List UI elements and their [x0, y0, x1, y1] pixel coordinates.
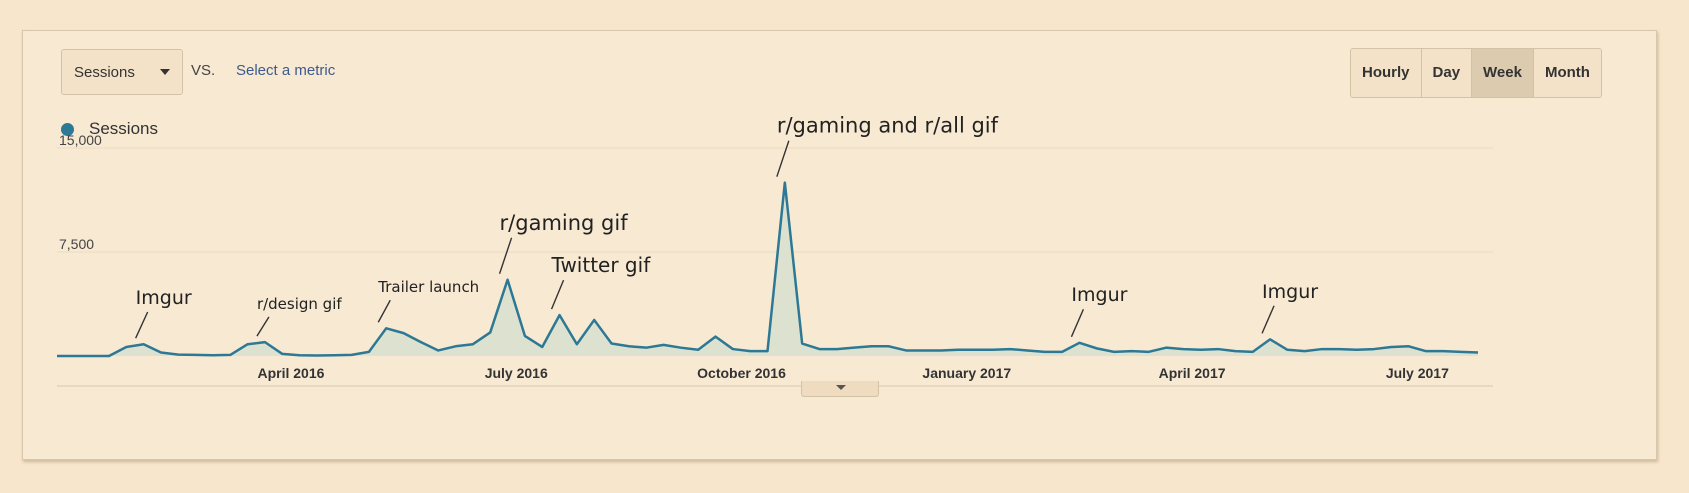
metric-dropdown-label: Sessions	[74, 63, 135, 81]
x-tick-label: October 2016	[697, 365, 786, 381]
y-tick-label: 7,500	[59, 236, 94, 252]
annotation-label: r/gaming gif	[500, 211, 629, 235]
annotation-label: Imgur	[136, 287, 192, 309]
expand-chart-tab[interactable]	[801, 381, 879, 397]
range-hourly-button[interactable]: Hourly	[1351, 49, 1422, 97]
chevron-down-icon	[160, 69, 170, 75]
annotation-label: r/design gif	[257, 295, 342, 313]
annotation-leader	[377, 299, 391, 323]
legend-label: Sessions	[89, 119, 158, 138]
x-tick-label: July 2017	[1386, 365, 1449, 381]
annotation-leader	[135, 311, 149, 339]
chart-panel: Sessions VS. Select a metric Hourly Day …	[22, 30, 1657, 460]
annotation-label: Twitter gif	[551, 253, 652, 277]
x-tick-label: January 2017	[922, 365, 1011, 381]
range-week-button[interactable]: Week	[1472, 49, 1534, 97]
chevron-down-icon	[836, 385, 846, 390]
series-line-sessions[interactable]	[57, 181, 1479, 358]
annotation-leader	[1070, 308, 1085, 338]
time-range-toggle: Hourly Day Week Month	[1350, 48, 1602, 98]
annotation-leader	[1261, 305, 1275, 334]
annotation-label: Trailer launch	[377, 278, 479, 296]
x-tick-label: July 2016	[485, 365, 548, 381]
range-month-button[interactable]: Month	[1533, 49, 1601, 97]
annotation-leader	[550, 279, 565, 310]
y-tick-label: 15,000	[59, 132, 102, 148]
vs-label: VS.	[191, 62, 216, 79]
metric-dropdown[interactable]: Sessions	[61, 49, 183, 95]
x-tick-label: April 2016	[257, 365, 324, 381]
annotation-leader	[776, 140, 790, 177]
annotation-label: Imgur	[1071, 284, 1127, 306]
x-tick-label: April 2017	[1159, 365, 1226, 381]
series-area-sessions	[57, 182, 1478, 356]
range-day-button[interactable]: Day	[1421, 49, 1473, 97]
annotation-label: r/gaming and r/all gif	[777, 114, 999, 138]
chart-legend[interactable]: Sessions	[61, 119, 158, 139]
annotation-leader	[256, 316, 270, 337]
select-metric-link[interactable]: Select a metric	[236, 62, 336, 79]
sessions-chart: 15,000 7,500 April 2016 July 2016 October 20…	[57, 114, 1493, 387]
legend-dot-icon	[61, 122, 74, 136]
annotation-leader	[498, 237, 513, 274]
annotation-label: Imgur	[1262, 281, 1318, 303]
